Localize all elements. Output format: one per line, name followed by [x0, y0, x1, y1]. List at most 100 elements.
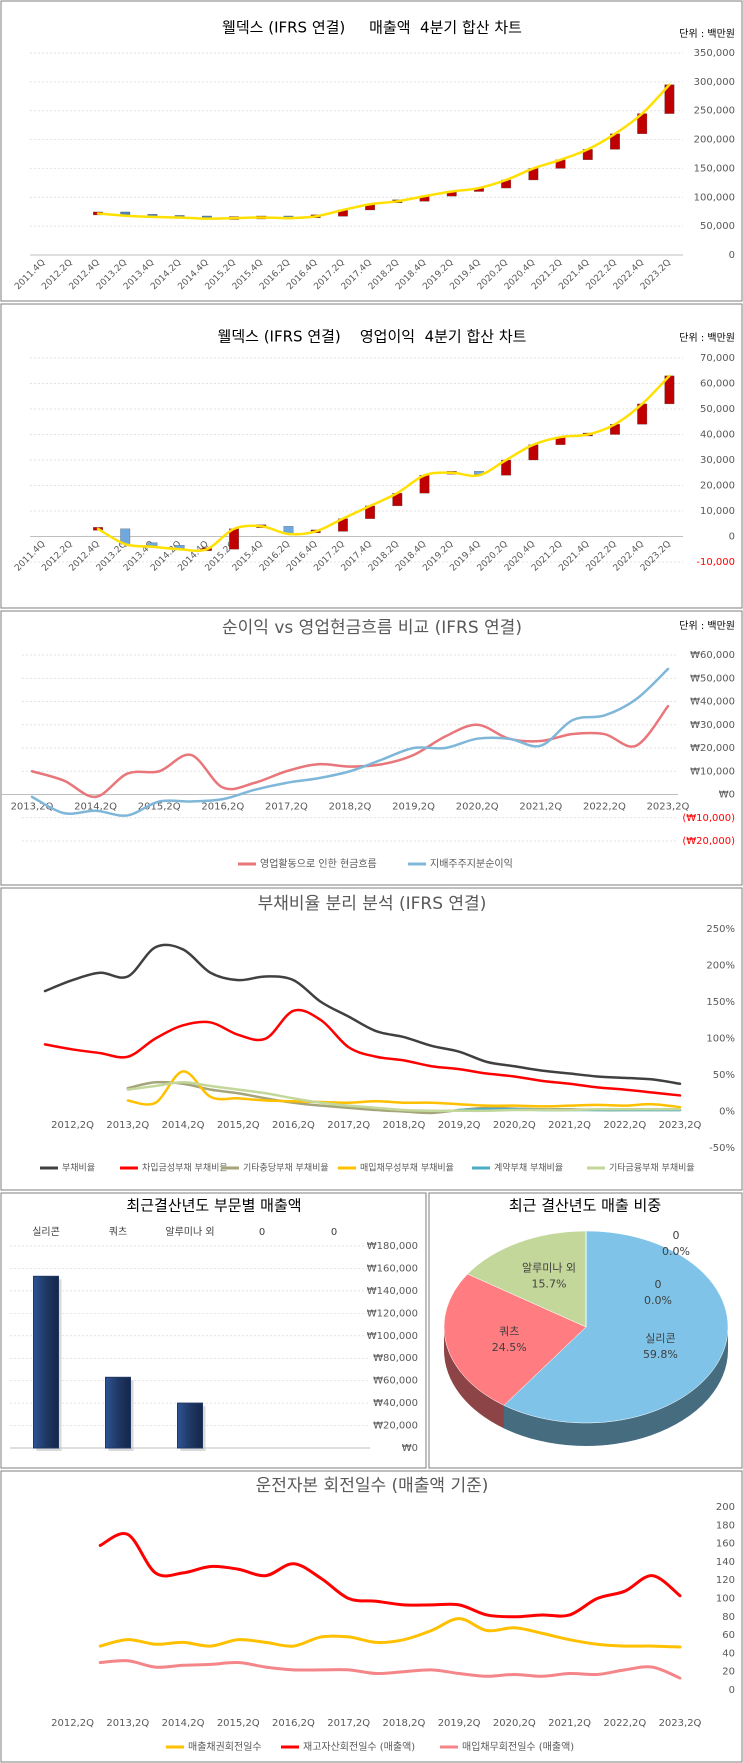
pie-value-label: 0.0%: [644, 1294, 672, 1307]
y-tick-label: 50%: [713, 1070, 735, 1081]
panel: [0, 0, 743, 302]
y-tick-label: 10,000: [700, 506, 735, 517]
x-tick-label: 2014,2Q: [74, 802, 117, 813]
x-tick-label: 2023,2Q: [659, 1718, 702, 1729]
bar: [105, 1376, 131, 1449]
chart-title: 부채비율 분리 분석 (IFRS 연결): [258, 894, 487, 914]
legend-label: 지배주주지분순이익: [430, 858, 513, 870]
x-tick-label: 2014,2Q: [162, 1120, 205, 1131]
y-tick-label: 0: [729, 1685, 735, 1696]
x-tick-label: 2017,2Q: [265, 802, 308, 813]
y-tick-label: 150%: [706, 997, 735, 1008]
x-tick-label: 2013,2Q: [106, 1120, 149, 1131]
series-line: [98, 1659, 682, 1680]
legend-label: 부채비율: [62, 1163, 95, 1174]
x-tick-label: 2016,2Q: [201, 802, 244, 813]
legend-label: 계약부채 부채비율: [494, 1162, 563, 1174]
y-tick-label: ₩50,000: [690, 673, 735, 684]
y-tick-label: 0: [729, 250, 735, 261]
x-tick-label: 2016,2Q: [272, 1120, 315, 1131]
pie-value-label: 15.7%: [532, 1278, 567, 1291]
chart-title: 순이익 vs 영업현금흐름 비교 (IFRS 연결): [222, 618, 522, 638]
y-tick-label: ₩40,000: [690, 697, 735, 708]
x-tick-label: 2015,2Q: [217, 1718, 260, 1729]
y-tick-label: 0%: [719, 1107, 735, 1118]
category-label: 쿼츠: [109, 1226, 127, 1238]
y-tick-label: ₩0: [719, 790, 735, 801]
y-tick-label: 40,000: [700, 430, 735, 441]
pie-slice: [467, 1230, 587, 1328]
y-tick-label: 60: [722, 1630, 735, 1641]
change-box: [147, 542, 158, 546]
chart-title: 운전자본 회전일수 (매출액 기준): [256, 1476, 489, 1496]
x-tick-label: 2021,2Q: [548, 1120, 591, 1131]
pie-label: 0: [655, 1278, 662, 1291]
pie-label: 쿼츠: [499, 1325, 519, 1338]
y-tick-label: 100: [716, 1594, 735, 1605]
trend-line: [96, 83, 671, 220]
series-line: [126, 1070, 682, 1109]
x-tick-label: 2020,2Q: [456, 802, 499, 813]
x-tick-label: 2020,2Q: [493, 1120, 536, 1131]
y-tick-label: 120: [716, 1575, 735, 1586]
x-tick-label: 2021,2Q: [519, 802, 562, 813]
legend-label: 기타충당부채 부채비율: [243, 1163, 329, 1174]
chart-title: 웰덱스 (IFRS 연결) 영업이익 4분기 합산 차트: [218, 328, 527, 346]
y-tick-label: 200,000: [694, 135, 735, 146]
y-tick-label: 200%: [706, 961, 735, 972]
y-tick-label: ₩40,000: [373, 1398, 418, 1409]
y-tick-label: 100%: [706, 1034, 735, 1045]
series-line: [126, 1081, 682, 1113]
panel: [0, 1192, 427, 1469]
y-tick-label: 250%: [706, 924, 735, 935]
pie-value-label: 0.0%: [662, 1245, 690, 1258]
legend-label: 기타금융부채 부채비율: [609, 1163, 695, 1174]
pie-label: 알루미나 외: [522, 1261, 576, 1275]
bar: [33, 1275, 59, 1449]
y-tick-label: 150,000: [694, 163, 735, 174]
pie-value-label: 24.5%: [492, 1341, 527, 1354]
x-tick-label: 2021,2Q: [548, 1718, 591, 1729]
y-tick-label: 350,000: [694, 48, 735, 59]
series-line: [43, 1008, 682, 1097]
x-tick-label: 2017,2Q: [327, 1718, 370, 1729]
pie-value-label: 59.8%: [643, 1348, 678, 1361]
x-tick-label: 2015,2Q: [138, 802, 181, 813]
y-tick-label: 20: [722, 1667, 735, 1678]
pie-slice: [443, 1273, 587, 1406]
y-tick-label: 100,000: [694, 192, 735, 203]
x-tick-label: 2018,2Q: [382, 1120, 425, 1131]
pie-label: 실리콘: [645, 1332, 675, 1345]
y-tick-label: 0: [729, 532, 735, 543]
series-line: [98, 1617, 682, 1649]
unit-label: 단위 : 백만원: [679, 331, 735, 344]
y-tick-label: ₩0: [402, 1443, 418, 1454]
panel: [0, 303, 743, 609]
category-label: 실리콘: [32, 1226, 60, 1238]
x-tick-label: 2013,2Q: [106, 1718, 149, 1729]
y-tick-label: ₩10,000: [690, 766, 735, 777]
y-tick-label: 140: [716, 1557, 735, 1568]
y-tick-label: 40: [722, 1648, 735, 1659]
x-tick-label: 2019,2Q: [392, 802, 435, 813]
chart-title: 웰덱스 (IFRS 연결) 매출액 4분기 합산 차트: [222, 19, 522, 37]
pie-side: [444, 1327, 504, 1429]
series-line: [43, 943, 682, 1086]
y-tick-label: -50%: [709, 1143, 735, 1154]
panel: [0, 1470, 743, 1763]
y-tick-label: (₩20,000): [682, 836, 735, 847]
series-line: [98, 1532, 682, 1619]
y-tick-label: 300,000: [694, 77, 735, 88]
x-tick-label: 2015,2Q: [217, 1120, 260, 1131]
legend-label: 매출채권회전일수: [188, 1741, 262, 1753]
x-tick-label: 2019,2Q: [438, 1718, 481, 1729]
x-tick-label: 2014,2Q: [162, 1718, 205, 1729]
category-label: 0: [259, 1227, 265, 1238]
y-tick-label: 50,000: [700, 221, 735, 232]
y-tick-label: 50,000: [700, 404, 735, 415]
chart-title: 최근결산년도 부문별 매출액: [126, 1197, 301, 1215]
x-tick-label: 2012,2Q: [51, 1120, 94, 1131]
x-tick-label: 2016,2Q: [272, 1718, 315, 1729]
series-line: [30, 667, 670, 817]
